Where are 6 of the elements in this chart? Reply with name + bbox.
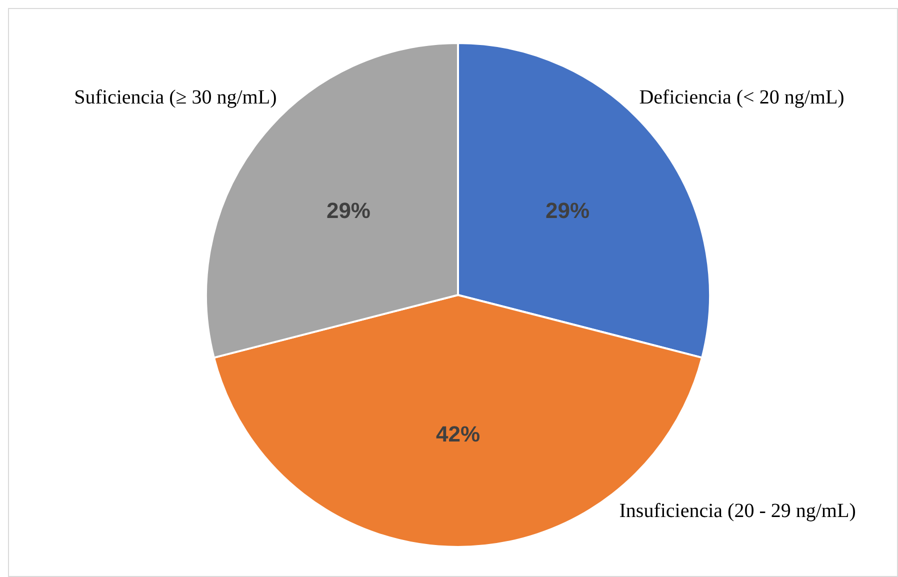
slice-label: Deficiencia (< 20 ng/mL) [639, 86, 844, 108]
slice-label: Insuficiencia (20 - 29 ng/mL) [619, 500, 856, 522]
data-label: 42% [436, 422, 480, 447]
data-label: 29% [326, 198, 371, 224]
slice-label: Suficiencia (≥ 30 ng/mL) [74, 86, 277, 108]
data-label: 29% [545, 198, 590, 224]
